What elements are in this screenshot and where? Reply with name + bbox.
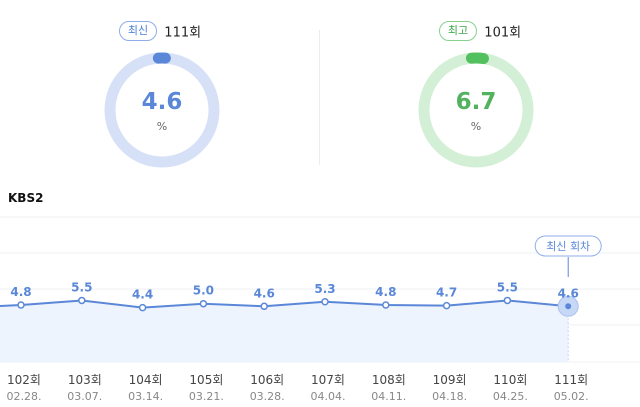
- latest-donut: 4.6 %: [104, 52, 220, 168]
- best-rating-unit: %: [470, 120, 482, 133]
- x-date-label: 05.02.: [554, 390, 589, 403]
- data-point: [260, 302, 268, 311]
- latest-tag-label: 최신 회차: [546, 240, 590, 253]
- x-tick-label: 111회: [554, 373, 588, 387]
- x-date-label: 03.07.: [67, 390, 102, 403]
- x-date-label: 03.14.: [128, 390, 163, 403]
- best-donut-ring: [418, 52, 534, 168]
- ratings-line-chart: 4.8 5.5 4.4 5.0 4.6 5.3 4.8 4.7 5.5 4.6 최신 회차 102회 0…: [0, 216, 640, 403]
- latest-donut-ring: [104, 52, 220, 168]
- best-donut: 6.7 %: [418, 52, 534, 168]
- data-label: 4.6: [254, 286, 275, 300]
- best-episode: 101회: [484, 25, 522, 41]
- x-tick-label: 102회: [7, 373, 41, 387]
- data-point: [199, 299, 208, 308]
- x-tick-label: 108회: [372, 373, 406, 387]
- data-point: [382, 301, 390, 309]
- best-header: 최고 101회: [320, 21, 640, 41]
- x-tick-label: 107회: [311, 373, 345, 387]
- x-tick-label: 109회: [433, 373, 467, 387]
- best-rating-value: 6.7: [455, 89, 497, 115]
- data-label: 4.7: [436, 286, 457, 300]
- data-point: [78, 296, 86, 305]
- latest-rating-unit: %: [156, 120, 168, 133]
- latest-header: 최신 111회: [0, 21, 320, 41]
- data-label: 5.5: [71, 280, 92, 294]
- x-date-label: 04.25.: [493, 390, 528, 403]
- data-point: [138, 303, 147, 312]
- data-label: 4.8: [10, 285, 31, 299]
- panel-divider: [319, 30, 320, 165]
- data-label: 4.6: [558, 286, 579, 300]
- latest-badge: 최신: [118, 21, 158, 41]
- data-label: 5.5: [497, 280, 518, 294]
- x-tick-label: 103회: [68, 373, 102, 387]
- data-point: [503, 296, 512, 305]
- latest-episode: 111회: [164, 25, 202, 41]
- latest-rating-panel: 최신 111회 4.6 %: [0, 0, 320, 175]
- latest-tag-badge: [534, 235, 602, 257]
- data-label: 5.3: [314, 282, 335, 296]
- data-label: 4.4: [132, 288, 153, 302]
- x-date-label: 03.21.: [189, 390, 224, 403]
- data-point: [17, 301, 25, 309]
- latest-rating-value: 4.6: [141, 89, 183, 115]
- channel-label: KBS2: [8, 191, 44, 205]
- best-rating-panel: 최고 101회 6.7 %: [320, 0, 640, 175]
- x-tick-label: 105회: [189, 373, 223, 387]
- x-date-label: 03.28.: [250, 390, 285, 403]
- series-area: [0, 300, 569, 362]
- x-date-label: 04.18.: [432, 390, 467, 403]
- x-date-label: 04.11.: [371, 390, 406, 403]
- data-point: [321, 298, 329, 306]
- x-tick-label: 110회: [493, 373, 527, 387]
- data-point: [442, 301, 451, 310]
- x-tick-label: 104회: [129, 373, 163, 387]
- data-label: 4.8: [375, 285, 396, 299]
- best-badge: 최고: [438, 21, 478, 41]
- x-tick-label: 106회: [250, 373, 284, 387]
- x-date-label: 04.04.: [311, 390, 346, 403]
- x-date-label: 02.28.: [7, 390, 42, 403]
- data-label: 5.0: [193, 284, 214, 298]
- data-point: [565, 303, 572, 310]
